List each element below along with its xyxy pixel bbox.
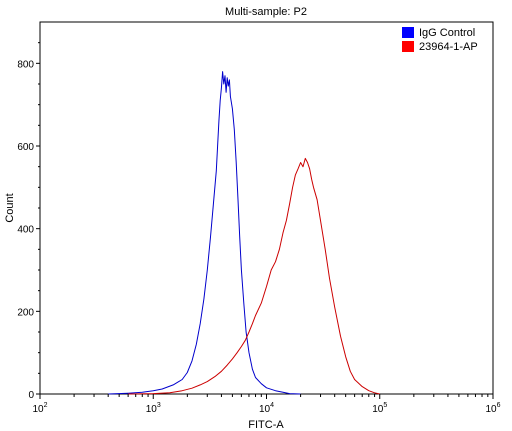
y-tick-label: 200 [17,307,34,318]
series-line-0 [108,71,301,395]
y-tick-label: 400 [17,225,34,236]
x-tick-label: 102 [32,402,47,415]
y-axis-label: Count [4,193,16,222]
chart-title: Multi-sample: P2 [225,6,307,18]
x-tick-label: 104 [259,402,274,415]
plot-area [39,21,494,395]
y-tick-label: 800 [17,59,34,70]
y-tick-label: 0 [28,390,34,401]
legend-label: IgG Control [419,27,475,39]
x-tick-label: 103 [146,402,161,415]
x-axis: 102 103 104 105 106 [32,394,501,415]
y-tick-label: 600 [17,142,34,153]
series-line-1 [128,157,380,395]
legend-swatch [402,41,414,52]
x-tick-label: 105 [372,402,387,415]
x-axis-label: FITC-A [248,419,284,431]
legend-label: 23964-1-AP [419,41,478,53]
legend: IgG Control 23964-1-AP [402,27,478,53]
y-axis: 0 200 400 600 800 [17,42,40,401]
legend-swatch [402,27,414,38]
histogram-curves [108,71,380,395]
x-tick-label: 106 [485,402,500,415]
